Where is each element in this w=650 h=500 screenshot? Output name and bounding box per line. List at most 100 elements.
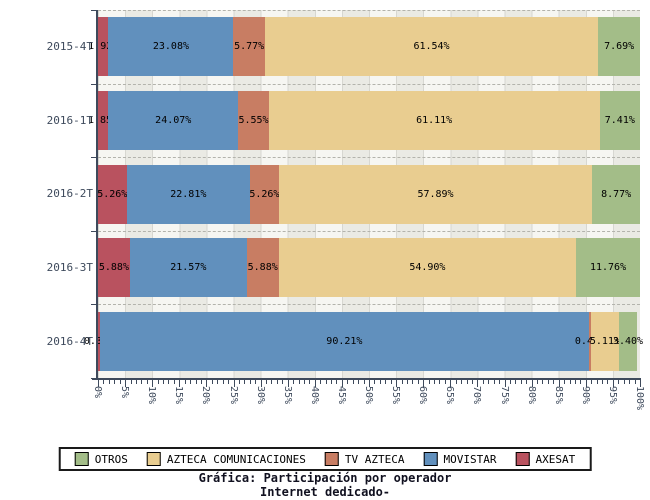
segment-value-label: 5.88% bbox=[247, 262, 278, 274]
x-tick-label: 5% bbox=[119, 386, 131, 399]
bar-segment-axesat: 5.88% bbox=[98, 238, 130, 298]
x-axis-tick bbox=[499, 380, 501, 384]
bar-row: 0.35% 90.21% 0.42%5.11%3.40% bbox=[84, 311, 643, 371]
y-axis-tick bbox=[91, 378, 96, 379]
bar-row: 5.88% 21.57% 5.88% 54.90% 11.76% bbox=[98, 238, 640, 298]
x-axis-tick bbox=[211, 380, 213, 384]
x-tick-label: 30% bbox=[254, 386, 266, 405]
x-axis-tick bbox=[168, 380, 170, 384]
x-axis-tick bbox=[325, 380, 327, 384]
x-axis-tick bbox=[509, 380, 511, 384]
x-axis-tick bbox=[195, 380, 197, 384]
bar-segment-azteca-comunicaciones: 5.11% bbox=[589, 311, 620, 371]
x-axis-tick bbox=[228, 380, 230, 384]
legend-swatch bbox=[146, 452, 161, 466]
x-tick-label: 100% bbox=[634, 386, 645, 411]
x-axis-tick bbox=[477, 380, 479, 387]
x-tick-label: 85% bbox=[552, 386, 564, 405]
x-axis-tick bbox=[341, 380, 343, 387]
x-tick-label: 75% bbox=[498, 386, 510, 405]
x-axis-tick bbox=[125, 380, 127, 387]
x-axis-tick bbox=[374, 380, 376, 384]
bar-segment-azteca-comunicaciones: 61.11% bbox=[268, 90, 600, 150]
x-axis-tick bbox=[309, 380, 311, 384]
x-axis-tick bbox=[531, 380, 533, 387]
y-axis-tick bbox=[91, 157, 96, 159]
bar-segment-azteca-comunicaciones: 61.54% bbox=[264, 17, 599, 77]
legend-label: AZTECA COMUNICACIONES bbox=[166, 452, 306, 466]
x-axis-tick bbox=[629, 380, 631, 384]
x-axis-tick bbox=[504, 380, 506, 387]
segment-value-label: 54.90% bbox=[409, 262, 446, 274]
legend-item-tv-azteca: TV AZTECA bbox=[324, 452, 405, 466]
x-axis-tick bbox=[336, 380, 338, 384]
bar-segment-axesat: 1.92% bbox=[88, 17, 118, 77]
x-axis-tick bbox=[179, 380, 181, 387]
x-tick-label: 50% bbox=[363, 386, 374, 405]
bar-segment-axesat: 1.85% bbox=[88, 90, 118, 150]
x-axis-tick bbox=[249, 380, 251, 384]
x-axis-tick bbox=[314, 380, 316, 387]
x-axis-tick bbox=[200, 380, 202, 384]
y-axis-tick bbox=[91, 10, 96, 11]
x-tick-label: 80% bbox=[525, 386, 537, 405]
x-tick-label: 15% bbox=[173, 386, 185, 405]
category-label: 2016-4T bbox=[46, 334, 93, 348]
x-axis-tick bbox=[526, 380, 528, 384]
x-axis-tick bbox=[602, 380, 604, 384]
legend-label: OTROS bbox=[94, 452, 128, 466]
x-tick-label: 0% bbox=[92, 386, 103, 399]
x-axis-tick bbox=[434, 380, 436, 384]
legend-swatch bbox=[515, 452, 530, 466]
segment-value-label: 7.41% bbox=[604, 114, 635, 126]
bar-segment-tv-azteca: 0.42% bbox=[575, 311, 605, 371]
row-separator-line bbox=[98, 10, 640, 11]
x-axis-tick bbox=[287, 380, 289, 387]
x-axis-tick bbox=[255, 380, 257, 384]
x-axis-tick bbox=[482, 380, 484, 384]
bar-segment-axesat: 0.35% bbox=[84, 311, 114, 371]
x-axis-tick bbox=[396, 380, 398, 387]
x-axis-tick bbox=[163, 380, 165, 384]
x-axis-tick bbox=[157, 380, 159, 384]
y-axis-tick bbox=[91, 304, 96, 306]
category-label: 2016-1T bbox=[46, 113, 93, 127]
x-tick-label: 60% bbox=[417, 386, 429, 405]
row-separator-line bbox=[98, 230, 640, 232]
x-axis-tick bbox=[282, 380, 284, 384]
x-axis-tick bbox=[363, 380, 365, 384]
x-axis-tick bbox=[542, 380, 544, 384]
x-axis-tick bbox=[390, 380, 392, 384]
x-axis-tick bbox=[184, 380, 186, 384]
x-axis-tick bbox=[222, 380, 224, 384]
segment-value-label: 61.54% bbox=[413, 41, 450, 53]
legend-label: TV AZTECA bbox=[344, 452, 405, 466]
x-axis-tick bbox=[515, 380, 517, 384]
category-label: 2016-2T bbox=[46, 187, 93, 201]
x-axis-tick bbox=[331, 380, 333, 384]
x-tick-label: 65% bbox=[444, 386, 456, 405]
x-axis-tick bbox=[266, 380, 268, 384]
bar-segment-otros: 11.76% bbox=[576, 238, 640, 298]
x-axis-tick bbox=[466, 380, 468, 384]
row-separator-line bbox=[98, 83, 640, 85]
legend-item-otros: OTROS bbox=[74, 452, 128, 466]
x-axis-tick bbox=[591, 380, 593, 384]
segment-value-label: 5.11% bbox=[589, 335, 620, 347]
x-axis-tick bbox=[152, 380, 154, 387]
x-axis-tick bbox=[607, 380, 609, 384]
legend-item-movistar: MOVISTAR bbox=[423, 452, 497, 466]
segment-value-label: 57.89% bbox=[417, 188, 454, 200]
plot-area: 1.92% 23.08% 5.77% 61.54% 7.69% 1.85% 24.07% 5.… bbox=[84, 10, 643, 379]
x-axis-tick bbox=[401, 380, 403, 384]
x-axis-tick bbox=[564, 380, 566, 384]
legend-item-axesat: AXESAT bbox=[515, 452, 575, 466]
legend: OTROS AZTECA COMUNICACIONES TV AZTECA MOVIS… bbox=[58, 447, 592, 471]
bar-segment-tv-azteca: 5.77% bbox=[233, 17, 265, 77]
x-axis-tick bbox=[569, 380, 571, 384]
legend-swatch bbox=[74, 452, 89, 466]
x-axis-tick bbox=[574, 380, 576, 384]
segment-value-label: 1.92% bbox=[88, 41, 119, 53]
x-axis-tick bbox=[233, 380, 235, 387]
x-axis-tick bbox=[260, 380, 262, 387]
